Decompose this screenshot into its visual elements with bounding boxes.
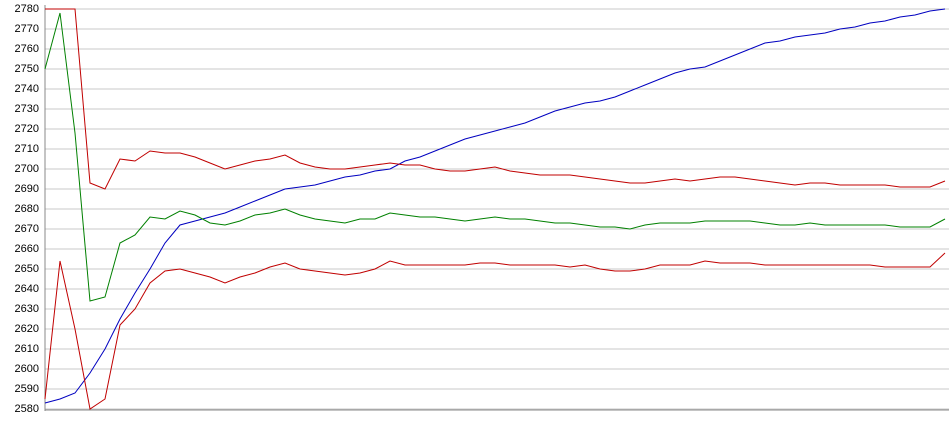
series-line (44, 12, 946, 302)
y-tick-label: 2760 (15, 43, 39, 55)
y-tick-label: 2580 (15, 403, 39, 415)
y-tick-label: 2700 (15, 163, 39, 175)
y-tick-label: 2620 (15, 323, 39, 335)
series-line (45, 8, 946, 190)
y-tick-label: 2660 (15, 243, 39, 255)
y-tick-label: 2680 (15, 203, 39, 215)
y-tick-label: 2670 (15, 223, 39, 235)
y-tick-label: 2600 (15, 363, 39, 375)
series-line (44, 252, 946, 410)
y-tick-label: 2590 (15, 383, 39, 395)
y-tick-label: 2710 (15, 143, 39, 155)
y-tick-label: 2750 (15, 63, 39, 75)
y-tick-label: 2740 (15, 83, 39, 95)
y-tick-label: 2630 (15, 303, 39, 315)
y-tick-label: 2610 (15, 343, 39, 355)
y-tick-label: 2650 (15, 263, 39, 275)
y-tick-label: 2720 (15, 123, 39, 135)
y-tick-label: 2730 (15, 103, 39, 115)
y-tick-label: 2640 (15, 283, 39, 295)
y-tick-label: 2770 (15, 23, 39, 35)
series-line (44, 8, 946, 404)
y-tick-label: 2690 (15, 183, 39, 195)
y-tick-label: 2780 (15, 3, 39, 15)
